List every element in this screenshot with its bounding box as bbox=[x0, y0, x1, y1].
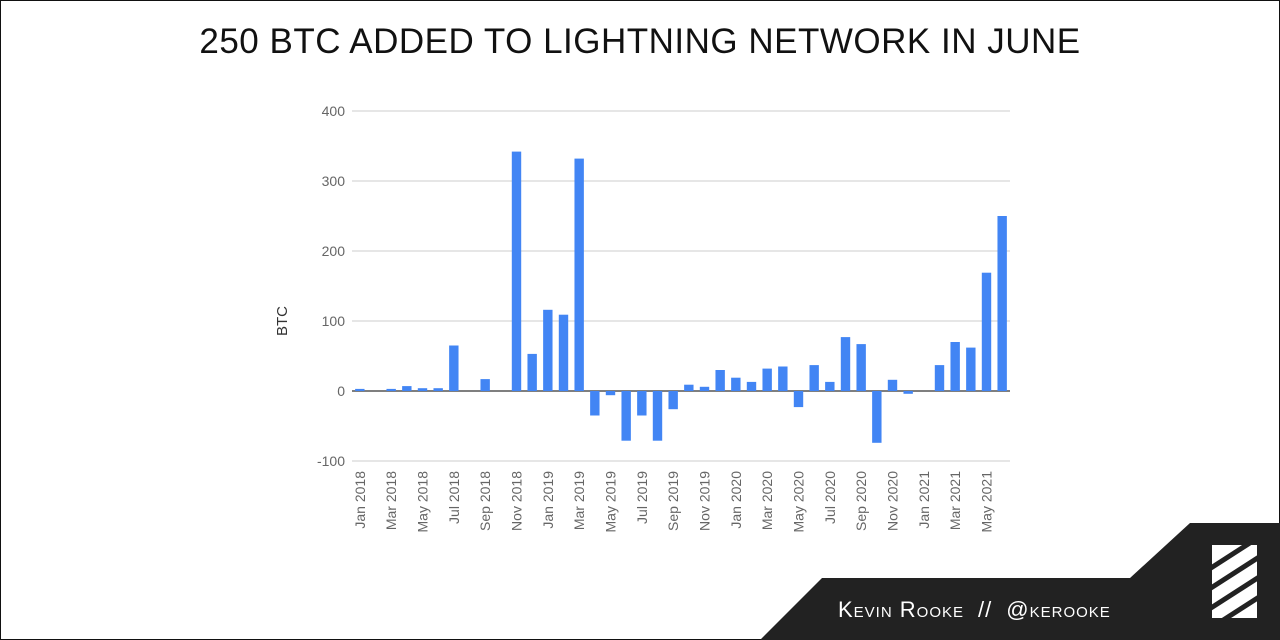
x-tick-label: Nov 2018 bbox=[509, 471, 525, 531]
x-tick-label: Mar 2020 bbox=[759, 471, 775, 530]
y-tick-label: 300 bbox=[322, 173, 346, 189]
x-tick-label: Nov 2019 bbox=[697, 471, 713, 531]
x-tick-label: Mar 2021 bbox=[947, 471, 963, 530]
bar bbox=[605, 391, 616, 396]
x-tick-label: Sep 2019 bbox=[665, 471, 681, 531]
bar bbox=[449, 345, 459, 391]
bar bbox=[590, 391, 600, 416]
x-tick-label: Mar 2018 bbox=[383, 471, 399, 530]
bars bbox=[355, 151, 1007, 443]
x-tick-label: Nov 2020 bbox=[885, 471, 901, 531]
y-tick-label: 200 bbox=[322, 243, 346, 259]
bar bbox=[903, 391, 913, 394]
x-tick-label: Jul 2020 bbox=[822, 471, 838, 524]
bar bbox=[762, 368, 772, 391]
bar bbox=[997, 216, 1007, 391]
bar bbox=[433, 388, 443, 391]
x-tick-label: May 2018 bbox=[415, 471, 431, 533]
x-tick-label: May 2021 bbox=[979, 471, 995, 533]
x-tick-label: Jul 2019 bbox=[634, 471, 650, 524]
bar bbox=[637, 391, 647, 416]
bar bbox=[934, 365, 945, 391]
bar bbox=[668, 391, 678, 410]
bar bbox=[652, 391, 663, 441]
x-tick-label: Sep 2018 bbox=[477, 471, 493, 531]
bar bbox=[731, 377, 741, 391]
bar bbox=[355, 388, 365, 391]
bar bbox=[840, 337, 851, 391]
x-tick-label: Jul 2018 bbox=[446, 471, 462, 524]
y-tick-label: 100 bbox=[322, 313, 346, 329]
y-axis-label: BTC bbox=[274, 306, 291, 336]
bar bbox=[746, 381, 757, 391]
bar bbox=[981, 272, 992, 391]
bar bbox=[621, 391, 631, 441]
bar bbox=[793, 391, 804, 408]
chart-title: 250 BTC ADDED TO LIGHTNING NETWORK IN JU… bbox=[199, 22, 1081, 61]
bar bbox=[715, 370, 725, 391]
bar bbox=[699, 386, 710, 391]
x-tick-label: May 2020 bbox=[791, 471, 807, 533]
bar bbox=[417, 388, 428, 391]
bar bbox=[809, 365, 819, 391]
y-tick-label: 0 bbox=[337, 383, 345, 399]
bar bbox=[856, 344, 866, 391]
x-axis-ticks: Jan 2018 Mar 2018 May 2018 Jul 2018 Sep 2018… bbox=[352, 471, 995, 533]
x-tick-label: Jan 2019 bbox=[540, 471, 556, 529]
bar bbox=[511, 151, 522, 391]
y-tick-label: -100 bbox=[317, 453, 345, 469]
y-axis-ticks: -100 0 100 200 300 400 bbox=[317, 103, 345, 469]
x-tick-label: Sep 2020 bbox=[853, 471, 869, 531]
bar bbox=[402, 386, 412, 391]
bar bbox=[574, 158, 584, 391]
x-tick-label: Mar 2019 bbox=[571, 471, 587, 530]
bar bbox=[887, 379, 898, 391]
x-tick-label: Jan 2018 bbox=[352, 471, 368, 529]
bar bbox=[543, 309, 553, 391]
bar bbox=[527, 353, 537, 391]
bar bbox=[825, 381, 835, 391]
bar bbox=[778, 366, 788, 391]
bar bbox=[966, 347, 976, 391]
bar bbox=[480, 379, 490, 391]
x-tick-label: Jan 2021 bbox=[916, 471, 932, 529]
gridlines bbox=[352, 110, 1010, 462]
y-tick-label: 400 bbox=[322, 103, 346, 119]
x-tick-label: May 2019 bbox=[603, 471, 619, 533]
bar bbox=[386, 388, 396, 391]
bar bbox=[558, 314, 569, 391]
bar bbox=[684, 384, 694, 391]
bar bbox=[950, 342, 960, 391]
x-tick-label: Jan 2020 bbox=[728, 471, 744, 529]
bar bbox=[872, 391, 882, 443]
